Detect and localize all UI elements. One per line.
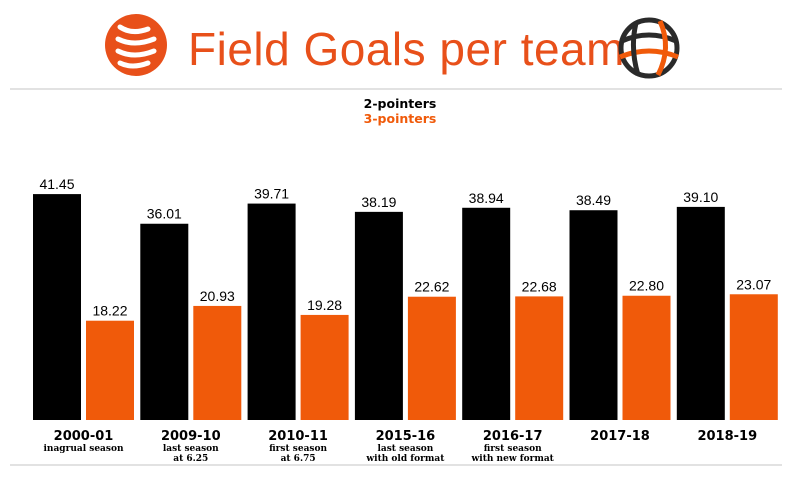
bar-2-pointers-2000-01 — [33, 194, 81, 420]
bar-3-pointers-2018-19 — [729, 294, 778, 420]
category-sublabel: with old format — [365, 454, 445, 464]
bar-2-pointers-2010-11 — [247, 203, 296, 420]
data-label: 39.10 — [683, 189, 718, 205]
data-label: 36.01 — [147, 206, 182, 222]
data-label: 19.28 — [307, 297, 342, 313]
data-label: 39.71 — [254, 186, 289, 202]
category-sublabel: last season — [377, 444, 433, 454]
bar-2-pointers-2009-10 — [140, 223, 189, 420]
category-label: 2017-18 — [590, 429, 650, 444]
data-label: 22.62 — [414, 279, 449, 295]
category-sublabel: first season — [269, 444, 327, 454]
bar-2-pointers-2018-19 — [676, 206, 725, 420]
category-sublabel: with new format — [471, 454, 555, 464]
legend-2-pointers: 2-pointers — [363, 96, 437, 111]
basketball-icon — [618, 17, 680, 79]
bar-3-pointers-2000-01 — [86, 320, 134, 420]
category-sublabel: first season — [484, 444, 542, 454]
bar-3-pointers-2010-11 — [300, 314, 349, 420]
bar-3-pointers-2015-16 — [407, 296, 456, 420]
category-label: 2016-17 — [483, 429, 543, 444]
bar-2-pointers-2016-17 — [462, 207, 511, 420]
data-label: 23.07 — [736, 276, 771, 292]
legend-3-pointers: 3-pointers — [363, 111, 437, 126]
legend: 2-pointers 3-pointers — [0, 96, 800, 126]
bar-2-pointers-2015-16 — [354, 211, 403, 420]
bar-3-pointers-2009-10 — [193, 305, 242, 420]
top-divider — [10, 88, 782, 90]
category-label: 2000-01 — [54, 429, 114, 444]
data-label: 22.80 — [629, 278, 664, 294]
bar-3-pointers-2016-17 — [515, 296, 564, 420]
category-sublabel: at 6.25 — [173, 454, 208, 464]
category-sublabel: last season — [163, 444, 219, 454]
data-label: 38.19 — [361, 194, 396, 210]
data-label: 41.45 — [39, 176, 74, 192]
category-label: 2010-11 — [268, 429, 328, 444]
data-label: 20.93 — [200, 288, 235, 304]
category-sublabel: at 6.75 — [281, 454, 316, 464]
bottom-divider — [10, 464, 782, 466]
euroleague-logo-icon — [105, 14, 167, 76]
category-label: 2015-16 — [376, 429, 436, 444]
data-label: 38.94 — [469, 190, 504, 206]
data-label: 38.49 — [576, 192, 611, 208]
bar-2-pointers-2017-18 — [569, 210, 618, 420]
data-label: 22.68 — [522, 278, 557, 294]
header: Field Goals per team — [0, 0, 800, 90]
category-sublabel: inagrual season — [44, 444, 124, 454]
category-label: 2009-10 — [161, 429, 221, 444]
page-title: Field Goals per team — [188, 23, 625, 75]
bar-3-pointers-2017-18 — [622, 295, 671, 420]
data-label: 18.22 — [92, 303, 127, 319]
category-label: 2018-19 — [697, 429, 757, 444]
